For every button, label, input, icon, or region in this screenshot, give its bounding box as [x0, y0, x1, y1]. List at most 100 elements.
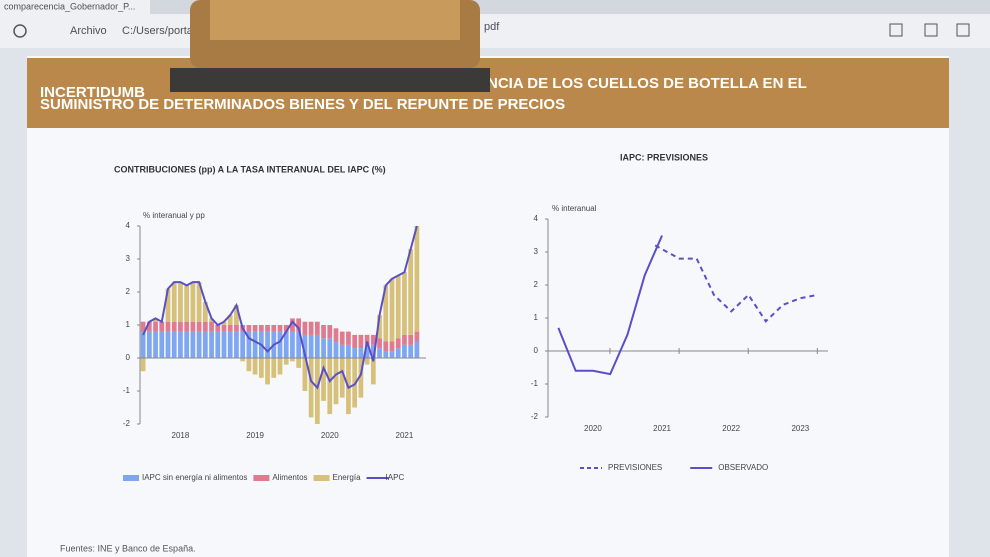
- bar-segment: [190, 282, 196, 322]
- line: [557, 235, 663, 376]
- bar-segment: [171, 321, 177, 332]
- bar-segment: [389, 351, 395, 358]
- bar-segment: [277, 358, 283, 375]
- toolbar-icon[interactable]: [924, 23, 938, 37]
- bar-segment: [252, 358, 258, 375]
- bar-segment: [364, 334, 370, 345]
- address-bar: [0, 14, 990, 48]
- address[interactable]: C:/Users/porta: [122, 25, 194, 37]
- bar-segment: [252, 325, 258, 332]
- bar-segment: [352, 334, 358, 349]
- x-tick-label: 2020: [321, 431, 339, 440]
- bar-segment: [383, 341, 389, 352]
- bar-segment: [227, 331, 233, 358]
- bar-segment: [153, 318, 158, 322]
- bar-segment: [402, 344, 407, 358]
- y-tick-label: 3: [126, 254, 131, 263]
- y-tick-label: 2: [126, 287, 131, 296]
- bar-segment: [408, 334, 414, 345]
- legend-label: IAPC: [386, 473, 405, 482]
- legend-swatch: [253, 475, 270, 481]
- bar-segment: [339, 344, 345, 358]
- bar-segment: [234, 305, 239, 325]
- bar-segment: [302, 334, 308, 358]
- bar-segment: [283, 358, 289, 365]
- y-tick-label: -2: [531, 412, 539, 421]
- bar-segment: [153, 321, 158, 332]
- bar-segment: [234, 331, 239, 358]
- bar-segment: [277, 331, 283, 358]
- bar-segment: [258, 358, 264, 378]
- bar-segment: [165, 288, 171, 322]
- bar-segment: [215, 325, 221, 332]
- bar-segment: [240, 358, 246, 362]
- bar-segment: [140, 331, 146, 358]
- y-tick-label: 0: [534, 346, 539, 355]
- bar-segment: [321, 325, 326, 339]
- bar-segment: [265, 331, 270, 358]
- bar-segment: [346, 331, 351, 345]
- bar-segment: [308, 334, 314, 358]
- bar-segment: [358, 334, 364, 349]
- x-tick-label: 2019: [246, 431, 264, 440]
- bar-segment: [171, 331, 177, 358]
- bar-segment: [395, 348, 401, 358]
- bar-segment: [333, 358, 339, 405]
- bar-segment: [209, 318, 214, 322]
- x-tick-label: 2023: [791, 424, 809, 433]
- bar-segment: [178, 331, 183, 358]
- bar-segment: [408, 344, 414, 358]
- tab[interactable]: [0, 0, 150, 14]
- bar-segment: [383, 285, 389, 342]
- bar-segment: [333, 341, 339, 358]
- bar-segment: [308, 358, 314, 418]
- bar-segment: [283, 325, 289, 332]
- bar-segment: [389, 278, 395, 342]
- bar-segment: [346, 344, 351, 358]
- legend-label: PREVISIONES: [608, 463, 662, 472]
- bar-segment: [202, 331, 208, 358]
- bar-segment: [196, 331, 202, 358]
- bar-segment: [196, 321, 202, 332]
- bar-segment: [296, 331, 302, 358]
- bar-segment: [377, 348, 382, 358]
- x-tick-label: 2020: [584, 424, 602, 433]
- x-tick-label: 2021: [396, 431, 414, 440]
- bar-segment: [364, 358, 370, 365]
- toolbar-icon[interactable]: [889, 23, 903, 37]
- tab-title: comparecencia_Gobernador_P...: [4, 1, 135, 11]
- projector-base: [170, 68, 490, 92]
- line: [142, 225, 418, 390]
- bar-segment: [140, 321, 146, 332]
- bar-segment: [327, 338, 333, 358]
- bar-segment: [327, 358, 333, 415]
- toolbar-icon[interactable]: [956, 23, 970, 37]
- y-axis-label: % interanual: [552, 204, 597, 213]
- legend-swatch: [313, 475, 330, 481]
- bar-segment: [370, 358, 376, 385]
- bar-segment: [296, 358, 302, 368]
- legend-label: Alimentos: [272, 473, 307, 482]
- bar-segment: [153, 331, 158, 358]
- bar-segment: [165, 331, 171, 358]
- bar-segment: [246, 325, 252, 332]
- bar-segment: [314, 321, 320, 335]
- legend-swatch: [123, 475, 139, 481]
- reload-button[interactable]: [13, 24, 27, 38]
- bar-segment: [302, 321, 308, 335]
- bar-segment: [402, 272, 407, 335]
- bar-segment: [240, 331, 246, 358]
- bar-segment: [221, 321, 227, 325]
- bar-segment: [370, 344, 376, 358]
- bar-segment: [321, 358, 326, 401]
- slide-title: INCERTIDUMB: [40, 84, 145, 101]
- x-tick-label: 2018: [172, 431, 190, 440]
- bar-segment: [290, 318, 295, 332]
- bar-segment: [171, 282, 177, 322]
- bar-segment: [190, 321, 196, 332]
- bar-segment: [402, 334, 407, 345]
- y-tick-label: 2: [534, 280, 539, 289]
- bar-segment: [159, 321, 165, 332]
